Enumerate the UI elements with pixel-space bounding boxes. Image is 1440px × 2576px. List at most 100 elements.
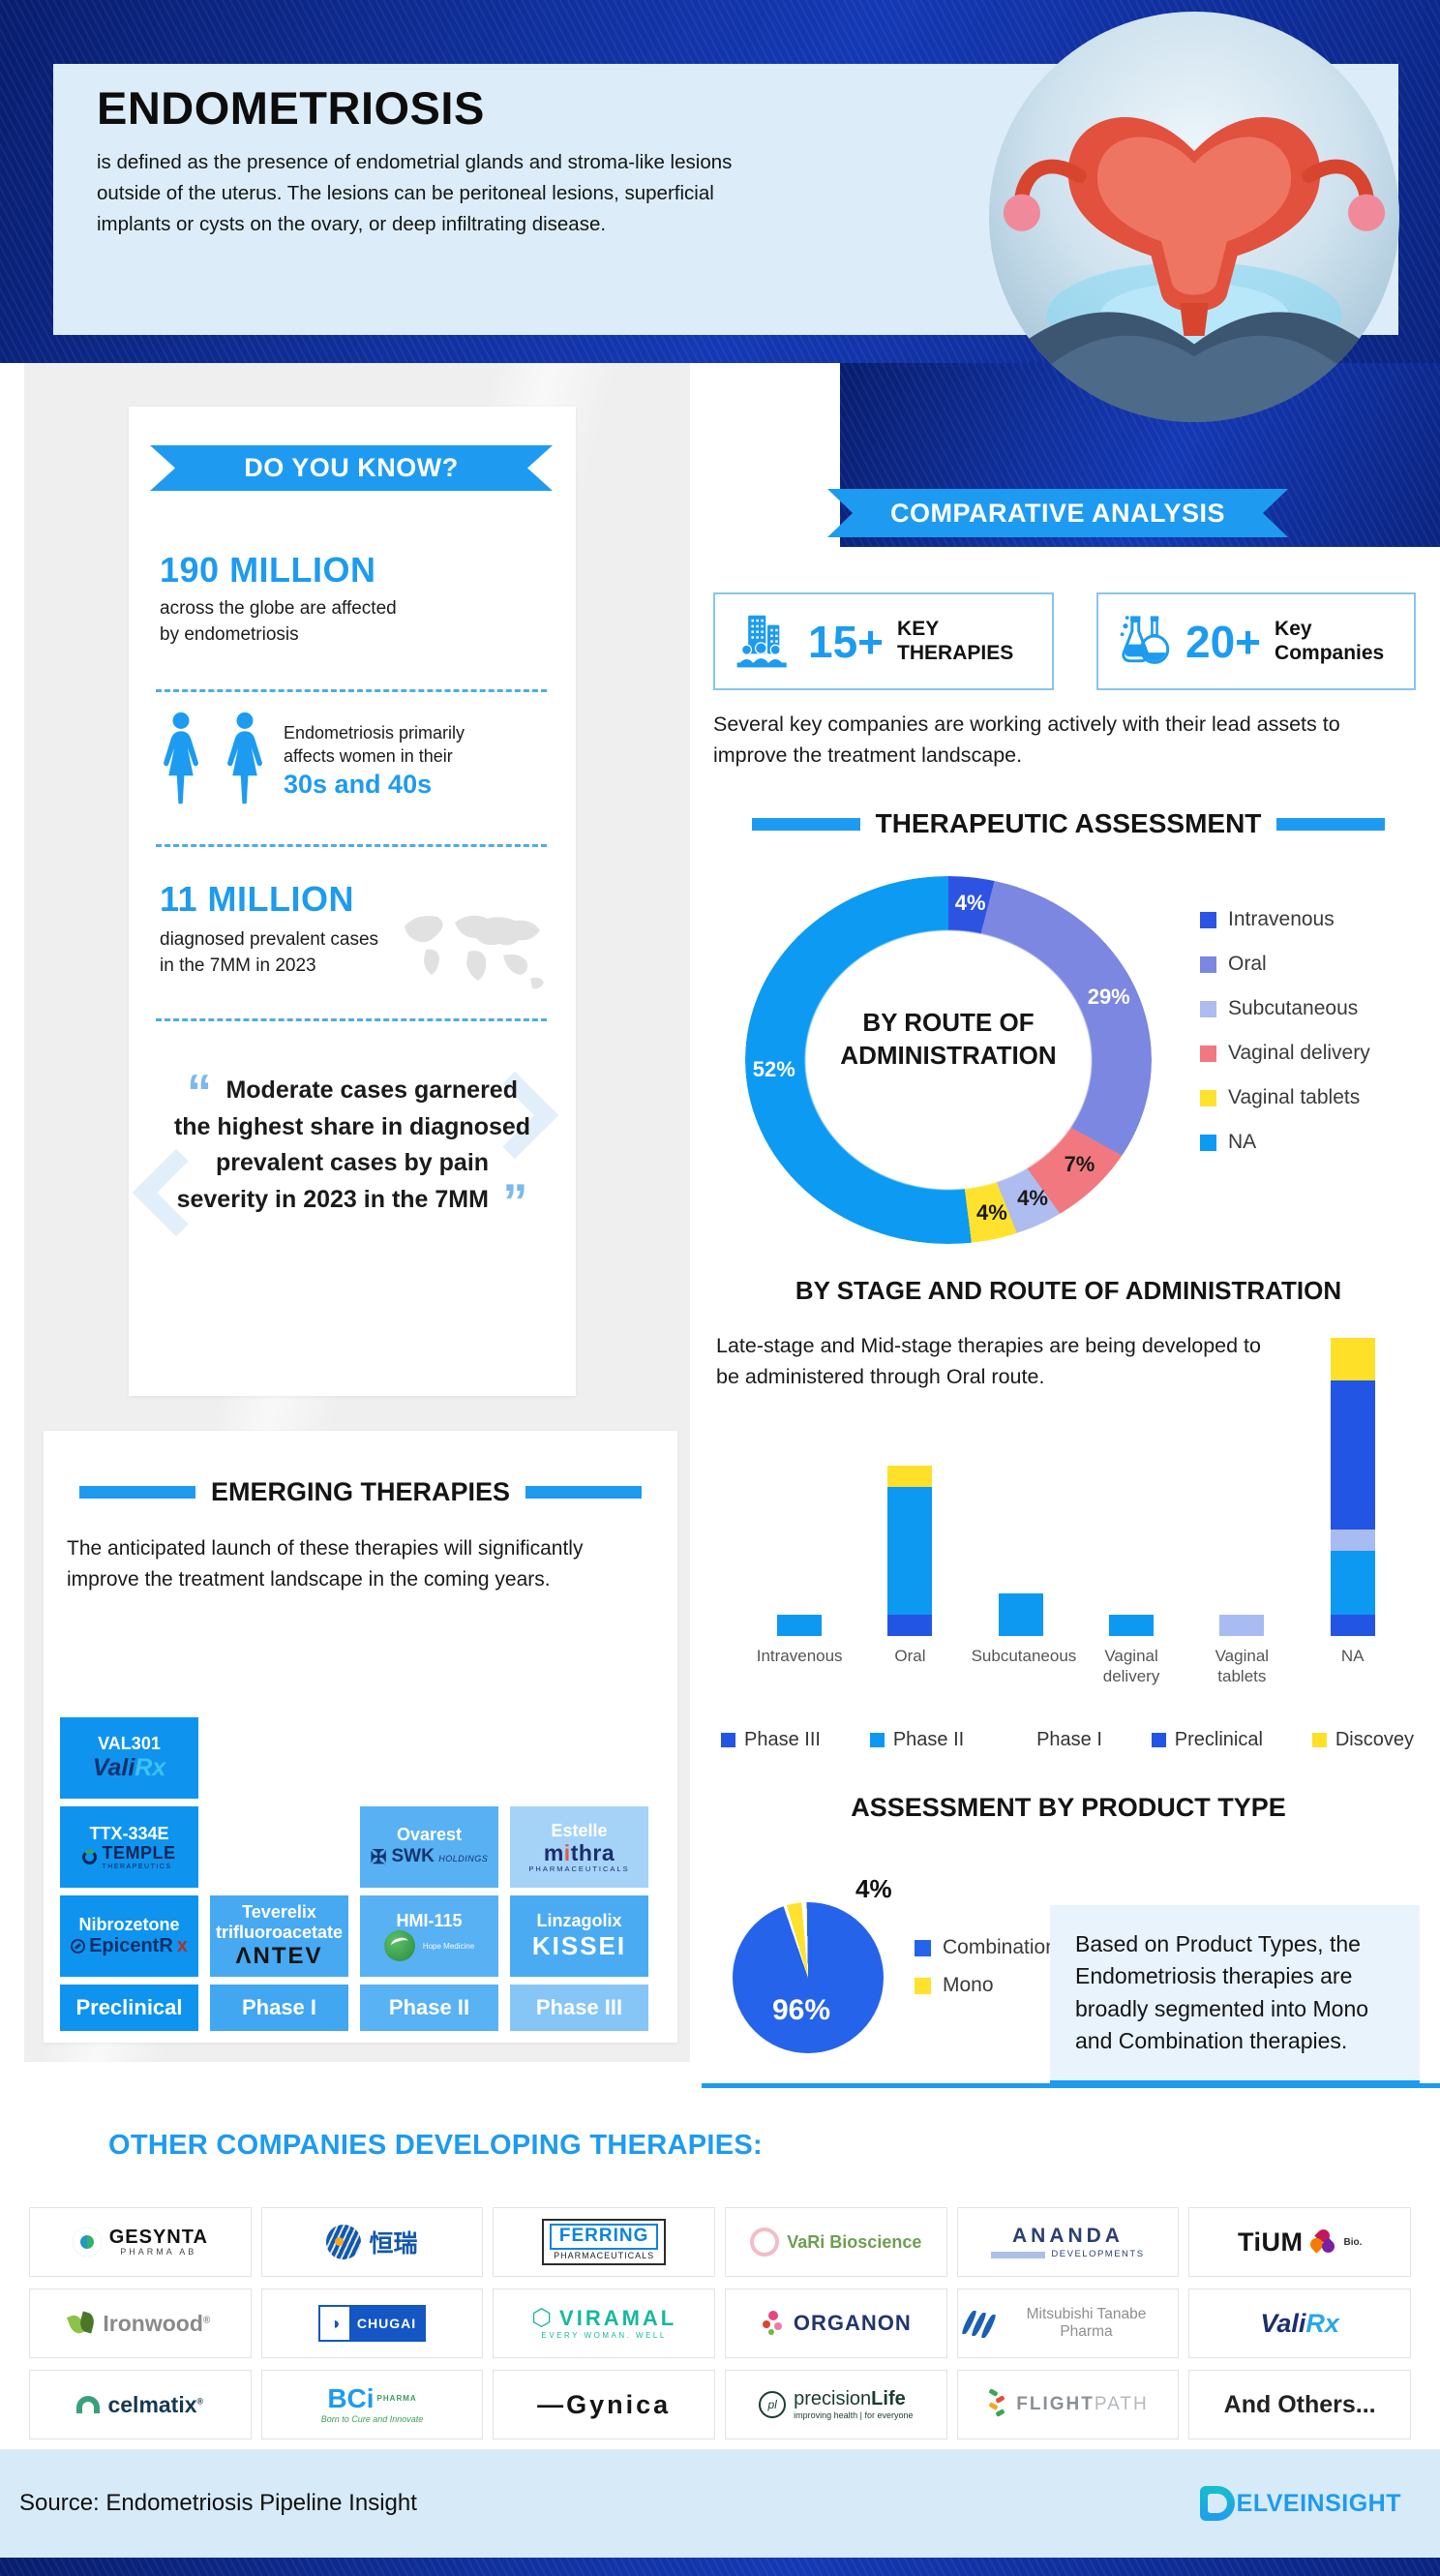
bar-category-label: Subcutaneous [971, 1647, 1077, 1665]
mitsubishi-waves-icon [960, 2311, 998, 2338]
divider-3 [156, 1018, 547, 1021]
precisionlife-icon: pl [759, 2391, 787, 2418]
key-therapies-label-line: KEY [897, 618, 940, 641]
bar-category-labels: Intravenous Oral Subcutaneous Vaginal deliv… [744, 1646, 1408, 1687]
key-companies-box: 20+ Key Companies [1096, 592, 1416, 690]
do-you-know-card [129, 407, 576, 1396]
bar-stack [1219, 1615, 1265, 1636]
by-stage-heading: BY STAGE AND ROUTE OF ADMINISTRATION [697, 1276, 1440, 1306]
legend-swatch [1151, 1733, 1166, 1747]
legend-item: Phase I [1013, 1729, 1102, 1751]
flightpath-dna-icon [987, 2388, 1008, 2419]
hope-medicine-logo: Hope Medicine [383, 1930, 474, 1962]
company-logo-chugai: ◑ CHUGAI [260, 2288, 484, 2358]
legend-item: Intravenous [1200, 908, 1370, 931]
pie-legend: Combination Mono [915, 1936, 1057, 1997]
bar-column [855, 1338, 965, 1636]
bar-segment-phase-ii [998, 1593, 1043, 1636]
dna-icon [71, 1938, 86, 1954]
bar-column [966, 1338, 1076, 1636]
company-logo-gesynta: GESYNTA PHARMA AB [29, 2207, 252, 2277]
legend-item: Discovey [1311, 1729, 1414, 1751]
pie-mono-label: 4% [855, 1874, 892, 1903]
bar-segment-phase-i [1219, 1615, 1265, 1636]
legend-swatch [1200, 1045, 1216, 1062]
therapy-cell: Teverelix trifluoroacetate ΛNTEV [210, 1895, 348, 1977]
bar-segment-discovey [887, 1466, 933, 1487]
world-map-icon [405, 915, 544, 989]
therapy-cell: VAL301 ValiRx [60, 1717, 198, 1799]
company-logo-plife: pl precisionLife improving health | for ev… [725, 2370, 947, 2440]
legend-item: Preclinical [1151, 1729, 1263, 1751]
therapy-cell: Ovarest ✠ SWK HOLDINGS [360, 1806, 498, 1888]
donut-value-label: 4% [954, 890, 986, 915]
key-therapies-box: 15+ KEY THERAPIES [713, 592, 1054, 690]
drug-name: Teverelix trifluoroacetate [216, 1902, 344, 1942]
buildings-people-icon [736, 615, 787, 667]
phase-label-cell: Preclinical [60, 1985, 198, 2031]
viramal-hexagon-icon: ⬡ [531, 2304, 553, 2331]
legend-swatch [1200, 1134, 1216, 1151]
woman-icon [227, 712, 262, 804]
key-companies-label: Key Companies [1275, 618, 1384, 664]
hope-medicine-icon [383, 1930, 415, 1962]
company-logo-ironwood: Ironwood® [29, 2288, 252, 2358]
legend-label: Vaginal tablets [1228, 1086, 1361, 1108]
legend-item: Phase II [869, 1729, 964, 1751]
divider-2 [156, 844, 547, 847]
bar-stack [998, 1593, 1043, 1636]
page-title: ENDOMETRIOSIS [97, 82, 485, 134]
legend-label: NA [1228, 1131, 1257, 1153]
valirx-logo: ValiRx [92, 1753, 166, 1781]
company-logo-ananda: ANANDA DEVELOPMENTS [956, 2207, 1180, 2277]
donut-center-title: BY ROUTE OF ADMINISTRATION [840, 1008, 1057, 1070]
bar-segment-preclinical [1330, 1380, 1375, 1530]
legend-item: Combination [915, 1936, 1057, 1959]
drug-name: TTX-334E [89, 1823, 169, 1843]
pie-combination-label: 96% [771, 1994, 831, 2026]
bar-column [1076, 1338, 1186, 1636]
bar-segment-phase-iii [887, 1615, 933, 1636]
company-logo-grid: GESYNTA PHARMA AB 恒瑞 FERRING PHARMACEUTICALS… [29, 2207, 1411, 2440]
legend-label: Vaginal delivery [1228, 1042, 1370, 1064]
by-stage-title: BY STAGE AND ROUTE OF ADMINISTRATION [795, 1276, 1342, 1305]
quote-block: “ Moderate cases garnered the highest sh… [167, 1068, 537, 1227]
drug-name: Ovarest [396, 1825, 463, 1845]
women-stat-lead: Endometriosis primarily affects women in… [284, 723, 465, 766]
epicentrx-logo: EpicentR x [71, 1935, 188, 1957]
legend-swatch [1200, 1000, 1216, 1017]
legend-label: Discovey [1335, 1729, 1414, 1750]
chugai-mark-icon: ◑ [329, 2313, 341, 2333]
woman-icon [164, 712, 198, 804]
legend-swatch [869, 1733, 885, 1747]
organon-dots-icon [761, 2311, 786, 2336]
stat-11-million: 11 MILLION [160, 879, 355, 919]
by-stage-annotation: Late-stage and Mid-stage therapies are b… [716, 1334, 1261, 1389]
key-companies-count: 20+ [1185, 616, 1262, 667]
therapeutic-assessment-heading: THERAPEUTIC ASSESSMENT [697, 808, 1440, 839]
donut-legend: Intravenous Oral Subcutaneous Vaginal deliv… [1200, 908, 1370, 1154]
key-companies-label-line: Key [1275, 618, 1312, 641]
bar-segment-phase-ii [887, 1487, 933, 1615]
bar-segment-discovey [1330, 1338, 1375, 1380]
bar-category-label: Oral [894, 1647, 926, 1665]
stat-190-million: 190 MILLION [160, 550, 376, 590]
legend-swatch [1013, 1733, 1029, 1747]
delveinsight-d-icon [1199, 2486, 1235, 2521]
legend-item: NA [1200, 1131, 1370, 1154]
therapeutic-assessment-title: THERAPEUTIC ASSESSMENT [875, 808, 1262, 838]
bar-category-label: NA [1340, 1647, 1365, 1665]
company-logo-bci: BCi PHARMA Born to Cure and Innovate [260, 2370, 484, 2440]
tium-flower-icon [1307, 2227, 1338, 2256]
women-stat-highlight: 30s and 40s [284, 769, 433, 799]
therapy-pipeline-grid: VAL301 ValiRx TTX-334E TEMPLE THERAPEUTICS Ov… [60, 1717, 648, 2031]
bottom-navy-strip [0, 2558, 1440, 2576]
company-logo-viramal: ⬡ VIRAMAL EVERY WOMAN. WELL [493, 2288, 715, 2358]
kissei-logo: KISSEI [531, 1930, 627, 1960]
company-logo-organon: ORGANON [725, 2288, 947, 2358]
bar-category-label: Vaginal tablets [1215, 1647, 1270, 1686]
drug-name: Nibrozetone [78, 1915, 180, 1935]
hengrui-circle-icon [326, 2225, 362, 2259]
donut-ring [745, 876, 1152, 1244]
page-description: is defined as the presence of endometria… [97, 151, 733, 235]
